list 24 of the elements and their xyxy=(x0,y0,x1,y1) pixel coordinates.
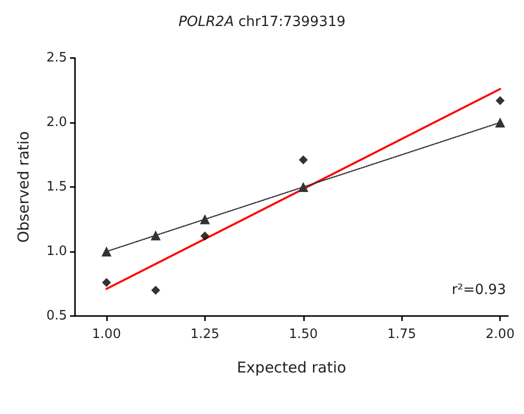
point xyxy=(102,278,111,287)
y-tick-label: 1.5 xyxy=(46,180,67,194)
x-tick-label: 1.00 xyxy=(92,327,121,342)
x-axis-title: Expected ratio xyxy=(236,358,346,376)
y-tick-label: 1.0 xyxy=(46,244,67,259)
point xyxy=(298,155,308,164)
point xyxy=(495,118,506,128)
x-tick-label: 1.25 xyxy=(190,327,220,342)
point xyxy=(150,230,161,240)
chart-title: POLR2A chr17:7399319 xyxy=(178,14,346,30)
point xyxy=(200,214,210,224)
x-tick-label: 1.75 xyxy=(387,327,416,342)
y-axis-title: Observed ratio xyxy=(14,131,32,243)
y-tick-label: 0.5 xyxy=(46,308,67,324)
point xyxy=(101,246,112,256)
annotation: r²=0.93 xyxy=(452,282,506,298)
point xyxy=(151,286,160,295)
x-tick-label: 1.50 xyxy=(288,327,318,342)
x-tick-label: 2.00 xyxy=(486,327,515,342)
point xyxy=(496,96,505,106)
y-tick-label: 2.0 xyxy=(46,115,67,130)
y-tick-label: 2.5 xyxy=(46,50,67,66)
point xyxy=(200,232,210,241)
point xyxy=(298,182,308,192)
